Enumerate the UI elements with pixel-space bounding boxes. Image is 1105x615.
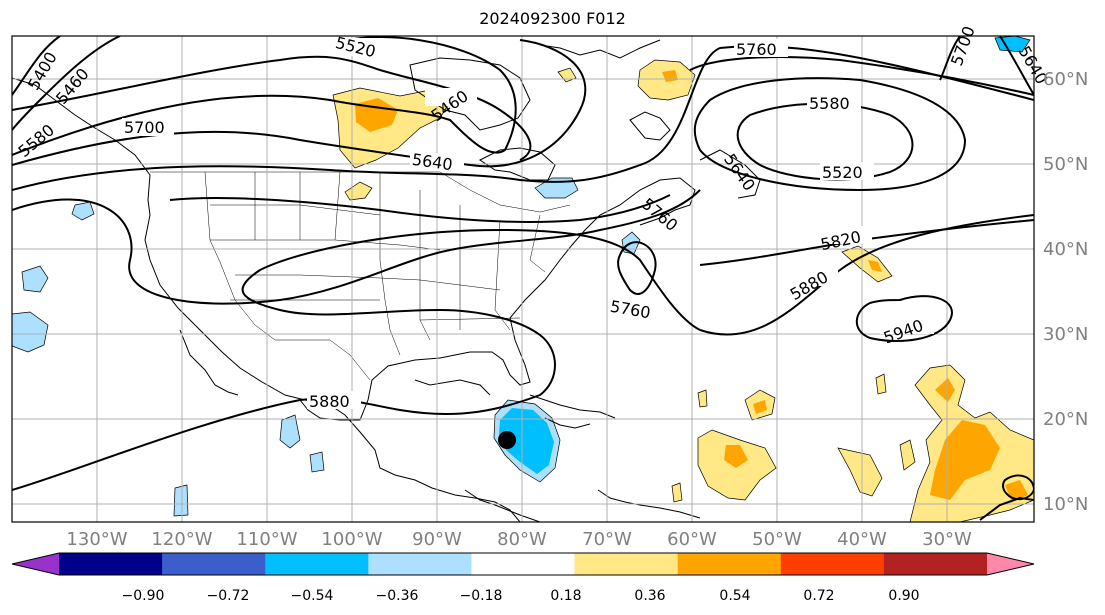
lat-tick-50n: 50°N [1043, 154, 1088, 175]
coastlines [12, 39, 761, 522]
shade-lakes-blue [534, 177, 579, 199]
colorbar-segment [574, 553, 679, 575]
graticule [12, 36, 1034, 522]
shade-atl-orange-4 [930, 378, 1028, 502]
lon-tick-100w: 100°W [321, 529, 382, 550]
colorbar-tick-3: −0.54 [291, 588, 334, 604]
colorbar-segment [265, 553, 369, 575]
shade-mexico-blue [279, 414, 301, 449]
lon-tick-60w: 60°W [667, 529, 717, 550]
lon-tick-70w: 70°W [582, 529, 632, 550]
colorbar-segment [883, 553, 988, 575]
colorbar-outline [11, 552, 1035, 576]
shade-atl-yellow-8 [697, 389, 708, 408]
lat-tick-40n: 40°N [1043, 239, 1088, 260]
colorbar-tick-8: 0.54 [719, 588, 750, 604]
colorbar-segment [471, 553, 576, 575]
storm-center-dot [498, 431, 516, 449]
shade-caribbean-deep-blue [499, 408, 554, 474]
shade-pacific-blue-3 [21, 265, 49, 293]
colorbar-segment [677, 553, 782, 575]
map-title: 2024092300 F012 [479, 9, 626, 28]
colorbar-tick-7: 0.36 [634, 588, 665, 604]
shade-epac-blue [173, 484, 189, 517]
contour-label-5700: 5700 [124, 118, 165, 137]
map-frame [11, 35, 1035, 523]
colorbar-segment [780, 553, 885, 575]
shade-atl-yellow-6 [899, 439, 916, 471]
colorbar-segment [368, 553, 472, 575]
lon-tick-40w: 40°W [837, 529, 887, 550]
shade-epac-blue-2 [309, 451, 325, 473]
shade-pacific-blue-1 [12, 311, 49, 353]
colorbar-tick-6: 0.18 [550, 588, 581, 604]
colorbar-extend-high [987, 553, 1034, 575]
colorbar-tick-2: −0.72 [207, 588, 250, 604]
colorbar-tick-1: −0.90 [122, 588, 165, 604]
shade-atl-yellow-9 [671, 482, 683, 503]
lat-tick-30n: 30°N [1043, 324, 1088, 345]
lon-tick-110w: 110°W [236, 529, 297, 550]
colorbar-segment [162, 553, 266, 575]
colorbar-tick-4: −0.36 [376, 588, 419, 604]
lon-tick-80w: 80°W [497, 529, 547, 550]
lon-tick-50w: 50°W [752, 529, 802, 550]
lon-tick-120w: 120°W [151, 529, 212, 550]
colorbar-extend-low [12, 553, 59, 575]
lon-tick-130w: 130°W [66, 529, 127, 550]
contour-label-5880-gulf: 5880 [309, 392, 350, 411]
shaded-anomaly-fields [12, 36, 1034, 522]
shade-atl-orange-2 [753, 400, 767, 414]
contour-label-5760-top: 5760 [736, 40, 777, 59]
axis-tick-labels: 130°W 120°W 110°W 100°W 90°W 80°W 70°W 6… [66, 69, 1088, 550]
shade-atl-yellow-5 [841, 245, 893, 283]
contour-label-5520-low: 5520 [822, 163, 863, 182]
lat-tick-20n: 20°N [1043, 409, 1088, 430]
shade-pacific-blue-2 [71, 201, 95, 221]
colorbar-tick-9: 0.72 [803, 588, 834, 604]
lon-tick-90w: 90°W [412, 529, 462, 550]
shade-atl-orange-5 [868, 260, 882, 272]
lat-tick-60n: 60°N [1043, 69, 1088, 90]
shade-atl-yellow-7 [875, 373, 887, 395]
colorbar-segments [11, 552, 1035, 576]
colorbar-tick-10: 0.90 [888, 588, 919, 604]
colorbar-ticks: −0.90 −0.72 −0.54 −0.36 −0.18 0.18 0.36 … [122, 588, 920, 604]
colorbar-tick-5: −0.18 [460, 588, 503, 604]
colorbar-segment [59, 553, 163, 575]
shade-atl-yellow-3 [837, 447, 883, 497]
lat-tick-10n: 10°N [1043, 494, 1088, 515]
lon-tick-30w: 30°W [922, 529, 972, 550]
contour-label-5580-low: 5580 [809, 94, 850, 113]
shade-atl-orange-1 [724, 445, 748, 468]
